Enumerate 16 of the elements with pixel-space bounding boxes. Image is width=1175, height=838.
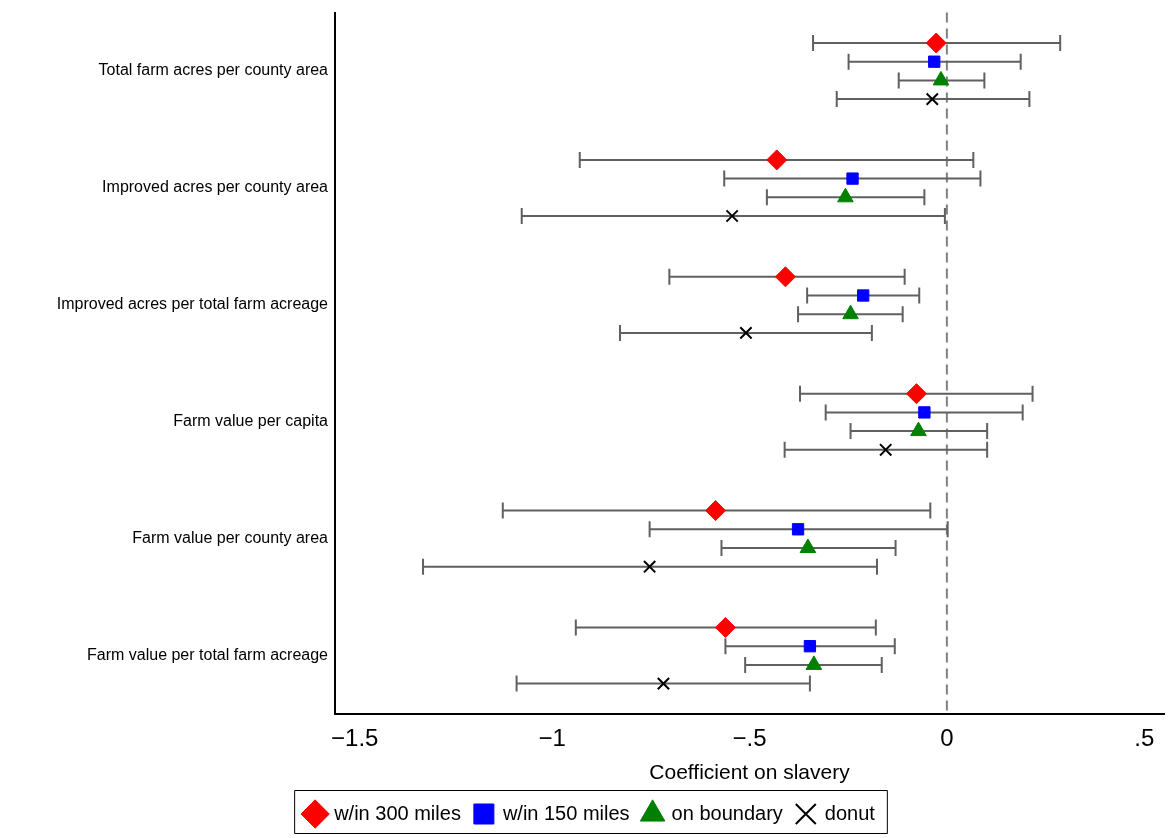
x-tick-label: .5 [1134,724,1155,752]
x-tick-label: 0 [940,724,954,752]
legend-label: w/in 150 miles [501,801,630,824]
y-tick-label: Improved acres per county area [102,178,329,196]
legend-label: donut [824,801,876,824]
y-tick-label: Farm value per capita [173,412,329,430]
x-tick-label: −1.5 [331,724,379,752]
x-tick-label: −1 [538,724,566,752]
x-axis-title: Coefficient on slavery [649,760,851,784]
y-tick-label: Farm value per county area [132,529,329,547]
y-tick-label: Improved acres per total farm acreage [56,295,329,313]
y-tick-label: Total farm acres per county area [98,61,329,79]
legend-label: on boundary [671,801,783,824]
y-tick-label: Farm value per total farm acreage [87,645,329,663]
legend-label: w/in 300 miles [333,801,461,824]
x-tick-label: −.5 [732,724,767,752]
